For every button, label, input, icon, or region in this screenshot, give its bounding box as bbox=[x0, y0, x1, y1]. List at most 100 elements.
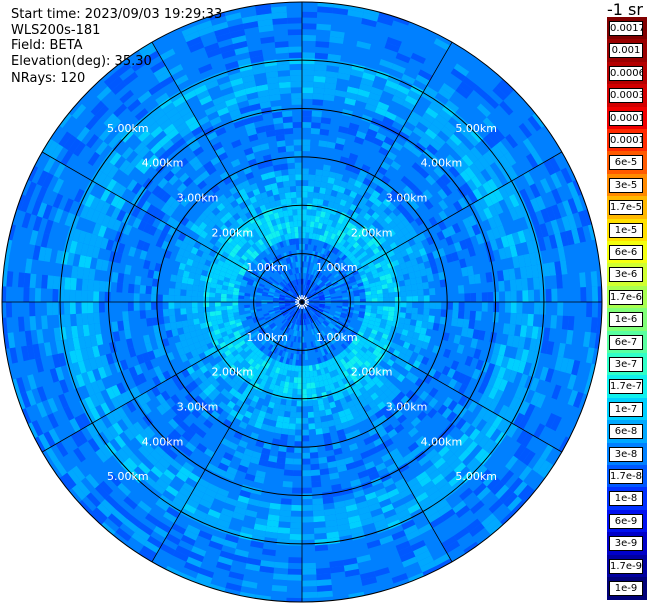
ppi-cell bbox=[156, 404, 167, 416]
ppi-cell bbox=[255, 275, 262, 281]
ppi-cell bbox=[314, 180, 322, 188]
ppi-cell bbox=[313, 270, 318, 277]
ppi-cell bbox=[170, 274, 177, 282]
ppi-cell bbox=[91, 345, 101, 358]
ppi-cell bbox=[150, 60, 166, 74]
ppi-cell bbox=[267, 357, 273, 365]
ppi-cell bbox=[329, 401, 337, 409]
colorbar-label: 0.0001 bbox=[609, 133, 643, 148]
ppi-cell bbox=[224, 368, 233, 376]
ppi-cell bbox=[332, 227, 339, 235]
ppi-cell bbox=[262, 222, 269, 230]
ppi-cell bbox=[235, 321, 243, 327]
ppi-cell bbox=[367, 427, 378, 437]
ppi-cell bbox=[274, 291, 281, 295]
ppi-cell bbox=[448, 204, 458, 215]
ppi-cell bbox=[274, 290, 281, 294]
ppi-cell bbox=[560, 167, 573, 184]
ppi-cell bbox=[293, 139, 302, 146]
ppi-cell bbox=[257, 577, 273, 585]
ppi-cell bbox=[400, 395, 410, 405]
ppi-cell bbox=[508, 268, 516, 281]
ppi-cell bbox=[412, 264, 420, 272]
ppi-cell bbox=[237, 464, 249, 474]
ppi-cell bbox=[302, 591, 318, 599]
ppi-cell bbox=[295, 429, 302, 436]
ppi-cell bbox=[282, 387, 289, 394]
ppi-cell bbox=[473, 348, 482, 360]
ppi-cell bbox=[272, 485, 283, 493]
ppi-cell bbox=[438, 271, 446, 281]
ppi-cell bbox=[290, 302, 297, 304]
ppi-cell bbox=[209, 358, 218, 367]
ppi-cell bbox=[296, 291, 300, 297]
ppi-cell bbox=[498, 404, 509, 419]
ppi-cell bbox=[422, 282, 429, 290]
ppi-cell bbox=[155, 92, 170, 105]
ppi-cell bbox=[358, 285, 365, 290]
ppi-cell bbox=[349, 405, 358, 414]
ppi-cell bbox=[121, 175, 133, 189]
ppi-cell bbox=[150, 449, 163, 462]
ppi-cell bbox=[380, 219, 389, 229]
ppi-cell bbox=[395, 400, 405, 410]
ppi-cell bbox=[103, 364, 113, 377]
ppi-cell bbox=[87, 302, 94, 314]
ppi-cell bbox=[493, 376, 503, 390]
ppi-cell bbox=[279, 509, 292, 517]
ppi-cell bbox=[510, 290, 517, 302]
ppi-cell bbox=[351, 410, 360, 419]
ppi-cell bbox=[282, 279, 288, 285]
ppi-cell bbox=[321, 235, 327, 243]
ppi-cell bbox=[381, 283, 388, 290]
ppi-cell bbox=[317, 398, 324, 406]
ppi-cell bbox=[273, 347, 279, 354]
ppi-cell bbox=[236, 378, 244, 387]
ppi-cell bbox=[421, 459, 434, 472]
ppi-cell bbox=[232, 375, 240, 384]
ppi-cell bbox=[258, 224, 266, 232]
ppi-cell bbox=[319, 241, 325, 248]
ppi-cell bbox=[133, 449, 146, 463]
ppi-cell bbox=[309, 310, 314, 316]
ppi-cell bbox=[422, 480, 436, 492]
ppi-cell bbox=[338, 529, 352, 538]
ppi-cell bbox=[349, 365, 357, 373]
ppi-cell bbox=[491, 364, 501, 377]
ppi-cell bbox=[254, 363, 261, 371]
ppi-cell bbox=[562, 288, 570, 302]
ppi-cell bbox=[304, 244, 309, 250]
ppi-cell bbox=[284, 313, 290, 319]
ppi-cell bbox=[353, 292, 360, 297]
ppi-cell bbox=[157, 316, 165, 325]
ppi-cell bbox=[449, 133, 463, 146]
ppi-cell bbox=[269, 322, 275, 328]
ppi-cell bbox=[540, 208, 551, 224]
ppi-cell bbox=[349, 372, 357, 380]
ppi-cell bbox=[215, 467, 227, 477]
ppi-cell bbox=[293, 324, 296, 330]
ppi-cell bbox=[302, 307, 304, 314]
ppi-cell bbox=[245, 348, 253, 356]
ppi-cell bbox=[579, 272, 587, 288]
ppi-cell bbox=[296, 318, 299, 325]
ppi-cell bbox=[429, 295, 436, 302]
ppi-cell bbox=[201, 100, 215, 111]
ppi-cell bbox=[509, 244, 518, 258]
ppi-cell bbox=[348, 591, 365, 599]
ppi-cell bbox=[89, 79, 104, 93]
ppi-cell bbox=[369, 282, 376, 288]
ppi-cell bbox=[257, 358, 265, 366]
ppi-cell bbox=[273, 297, 280, 300]
ppi-cell bbox=[557, 302, 564, 316]
ppi-cell bbox=[405, 260, 413, 268]
ppi-cell bbox=[133, 466, 147, 479]
ppi-cell bbox=[449, 458, 463, 471]
ppi-cell bbox=[283, 326, 288, 333]
ppi-cell bbox=[419, 390, 429, 401]
ppi-cell bbox=[343, 233, 350, 241]
ppi-cell bbox=[322, 427, 330, 434]
ppi-cell bbox=[314, 339, 319, 347]
ppi-cell bbox=[152, 482, 166, 495]
ppi-cell bbox=[305, 226, 310, 233]
